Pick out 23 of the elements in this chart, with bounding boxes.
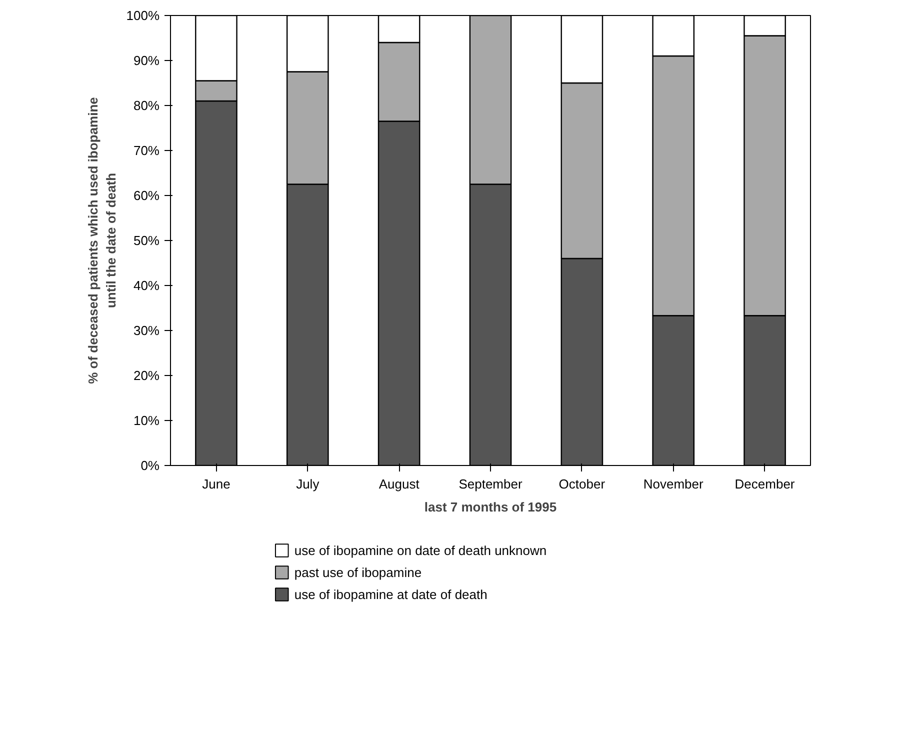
x-tick-label: August [378, 476, 420, 492]
y-tick-label: 40% [133, 278, 160, 293]
legend-label: use of ibopamine on date of death unknown [294, 542, 547, 558]
y-tick-label: 80% [133, 98, 160, 113]
y-tick-label: 50% [133, 233, 160, 248]
legend-label: past use of ibopamine [294, 564, 422, 580]
y-tick-label: 90% [133, 53, 160, 68]
x-axis-title: last 7 months of 1995 [424, 500, 557, 514]
x-tick-label: September [458, 476, 523, 492]
y-tick-label: 0% [140, 458, 160, 473]
x-tick-label: July [296, 476, 320, 492]
y-axis-title: % of deceased patients which used ibopamine until the date of death [85, 97, 118, 384]
y-tick-label: 70% [133, 143, 160, 158]
y-tick-label: 30% [133, 323, 160, 338]
y-tick-label: 60% [133, 188, 160, 203]
y-tick-label: 100% [126, 8, 160, 23]
x-tick-label: December [734, 476, 796, 492]
x-tick-label: November [643, 476, 704, 492]
y-tick-label: 20% [133, 368, 160, 383]
legend-label: use of ibopamine at date of death [294, 586, 488, 602]
y-tick-label: 10% [133, 413, 160, 428]
x-tick-label: October [558, 476, 606, 492]
x-tick-label: June [202, 476, 230, 492]
